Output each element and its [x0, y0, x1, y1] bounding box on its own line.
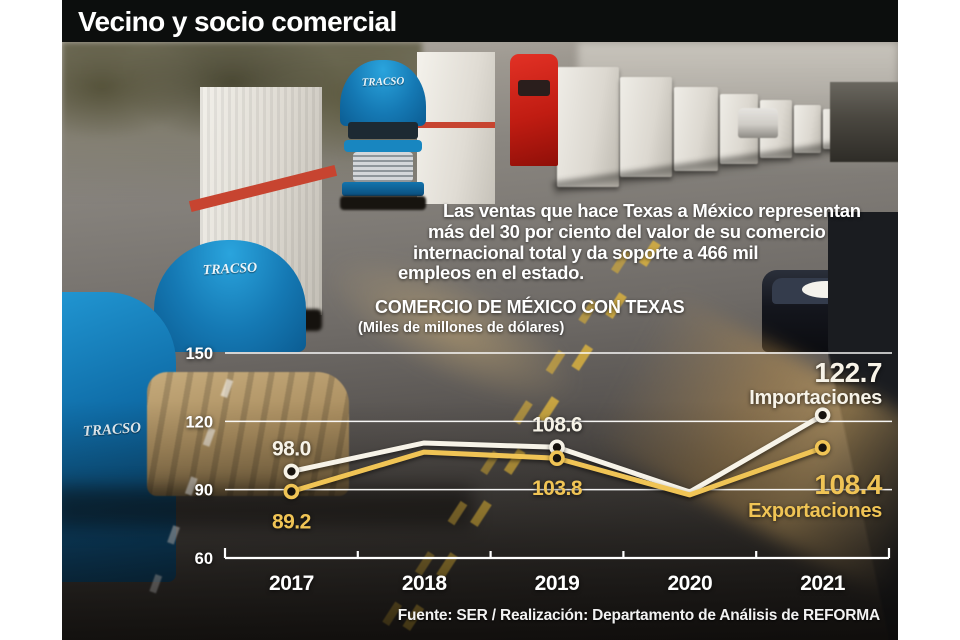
intro-line: empleos en el estado. — [398, 262, 584, 284]
svg-text:Exportaciones: Exportaciones — [748, 500, 882, 522]
svg-text:2020: 2020 — [667, 572, 712, 595]
source-credit: Fuente: SER / Realización: Departamento … — [397, 607, 880, 624]
chart-heading: COMERCIO DE MÉXICO CON TEXAS (Miles de m… — [358, 297, 685, 336]
trucks-photo: TRACSO TRACSO TRACSO — [62, 42, 898, 640]
svg-text:89.2: 89.2 — [272, 510, 311, 533]
svg-text:2017: 2017 — [269, 572, 314, 595]
svg-text:2019: 2019 — [535, 572, 580, 595]
trade-line-chart: 60 90 120 150 2017 2018 2019 2020 2021 98.0 108.6 1… — [185, 345, 892, 595]
svg-text:108.6: 108.6 — [532, 413, 582, 436]
svg-text:Importaciones: Importaciones — [749, 387, 882, 409]
svg-text:98.0: 98.0 — [272, 437, 311, 460]
content-frame: TRACSO TRACSO TRACSO — [62, 0, 898, 640]
svg-text:2018: 2018 — [402, 572, 448, 595]
bottom-shade — [62, 42, 898, 640]
svg-text:108.4: 108.4 — [814, 469, 882, 500]
svg-text:60: 60 — [195, 550, 213, 568]
intro-line: más del 30 por ciento del valor de su co… — [428, 220, 826, 242]
masthead-bar: Vecino y socio comercial — [62, 0, 898, 42]
intro-text: Las ventas que hace Texas a México repre… — [398, 200, 898, 284]
intro-line: Las ventas que hace Texas a México repre… — [443, 200, 861, 221]
svg-text:122.7: 122.7 — [814, 357, 882, 388]
page-title: Vecino y socio comercial — [78, 6, 397, 37]
svg-text:90: 90 — [195, 482, 213, 500]
svg-text:120: 120 — [185, 413, 213, 431]
chart-subtitle: (Miles de millones de dólares) — [358, 320, 565, 336]
chart-title: COMERCIO DE MÉXICO CON TEXAS — [375, 297, 685, 317]
svg-text:2021: 2021 — [800, 572, 846, 595]
svg-text:150: 150 — [185, 345, 213, 363]
svg-text:103.8: 103.8 — [532, 477, 583, 500]
intro-line: internacional total y da soporte a 466 m… — [413, 241, 759, 263]
